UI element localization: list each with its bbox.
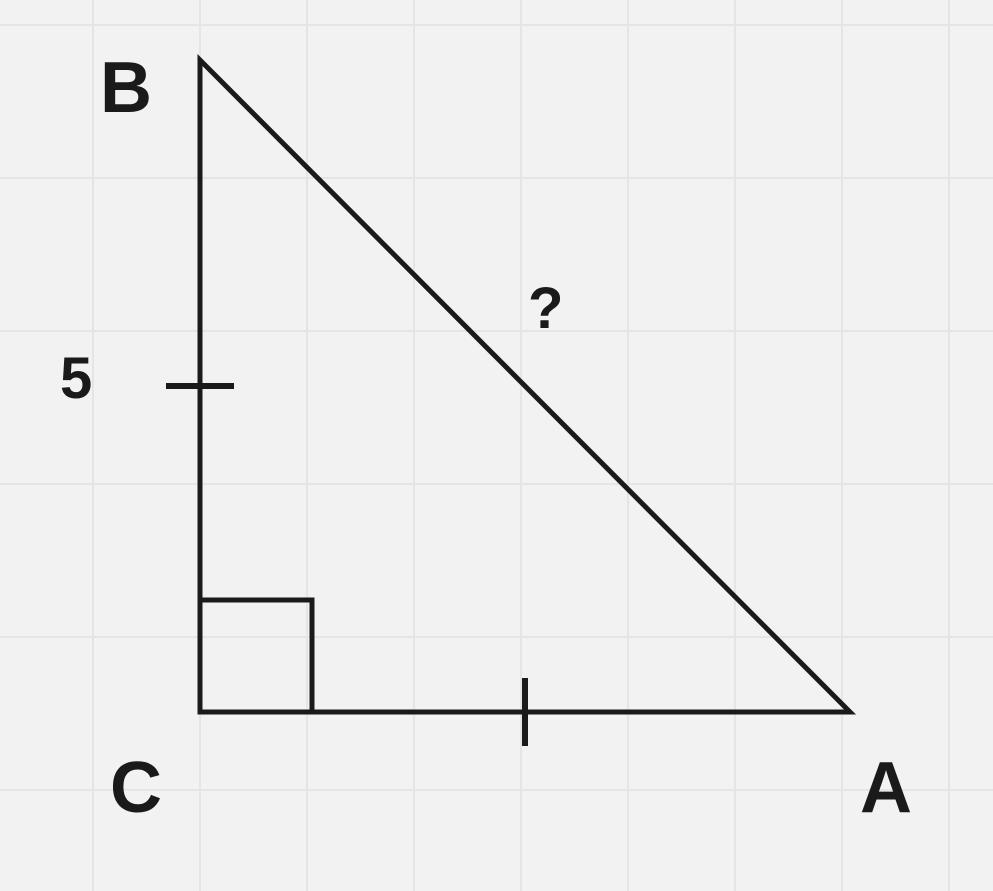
vertex-label-c: C <box>110 752 162 824</box>
hypotenuse-label: ? <box>528 280 563 338</box>
side-label-bc: 5 <box>60 350 92 408</box>
vertex-label-a: A <box>860 752 912 824</box>
vertex-label-b: B <box>100 52 152 124</box>
